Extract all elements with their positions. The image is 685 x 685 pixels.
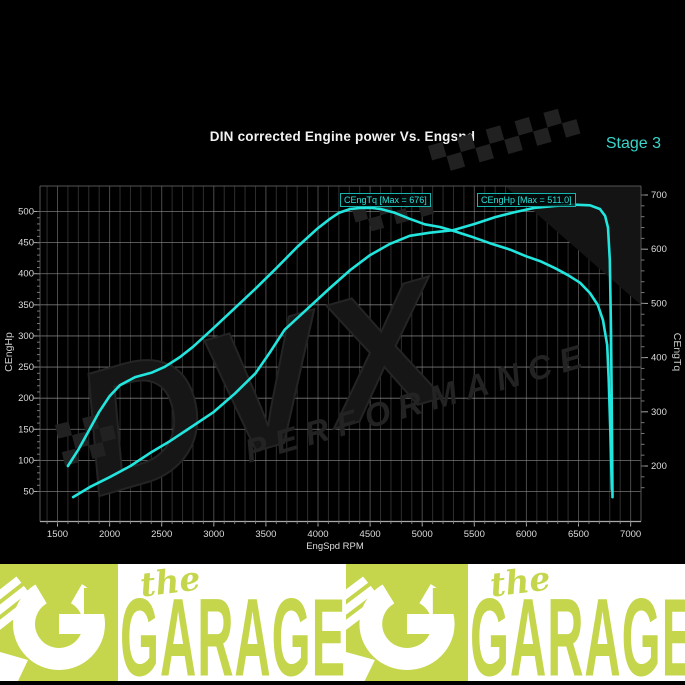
footer-banner: the GARAGE the GARAGE: [0, 564, 685, 685]
g-wrench-icon: [346, 574, 456, 681]
svg-text:6000: 6000: [516, 529, 537, 540]
dyno-chart: DIN corrected Engine power Vs. Engspd St…: [3, 108, 683, 552]
brand-garage: GARAGE: [470, 577, 685, 681]
curve-CEngHp: [71, 203, 614, 499]
svg-text:4000: 4000: [307, 529, 328, 540]
svg-text:CEngTq: CEngTq: [671, 333, 683, 372]
svg-text:400: 400: [651, 353, 667, 364]
svg-text:CEngHp: CEngHp: [3, 332, 15, 372]
svg-text:2500: 2500: [151, 529, 172, 540]
svg-text:400: 400: [18, 269, 34, 280]
svg-text:3000: 3000: [203, 529, 224, 540]
svg-text:5500: 5500: [464, 529, 485, 540]
svg-text:450: 450: [18, 238, 34, 249]
svg-text:2000: 2000: [99, 529, 120, 540]
power-max-annotation: CEngHp [Max = 511.0]: [477, 193, 576, 207]
svg-text:6500: 6500: [568, 529, 589, 540]
svg-text:200: 200: [18, 393, 34, 404]
garage-logo-badge: [346, 564, 468, 681]
stage-badge: Stage 3: [605, 135, 661, 152]
checkered-flag-watermark: [427, 108, 581, 171]
chart-title: DIN corrected Engine power Vs. Engspd: [209, 129, 476, 144]
svg-text:500: 500: [651, 298, 667, 309]
svg-text:7000: 7000: [620, 529, 641, 540]
torque-max-annotation: CEngTq [Max = 676]: [340, 193, 431, 207]
axes: 1500 2000 2500 3000 3500 4000 4500 5000 5500 6000…: [3, 185, 683, 552]
svg-text:700: 700: [651, 190, 667, 201]
svg-text:1500: 1500: [47, 529, 68, 540]
brand-garage: GARAGE: [120, 577, 346, 681]
brand-wordmark: the GARAGE: [468, 564, 685, 681]
grid: [40, 186, 641, 522]
svg-text:500: 500: [18, 207, 34, 218]
svg-text:300: 300: [18, 331, 34, 342]
g-wrench-icon: [0, 574, 106, 681]
curves: [66, 203, 614, 499]
checkered-flag-watermark: [55, 414, 117, 466]
svg-text:250: 250: [18, 362, 34, 373]
curve-CEngTq: [66, 206, 614, 492]
svg-text:EngSpd RPM: EngSpd RPM: [306, 541, 364, 552]
garage-logo-badge: [0, 564, 118, 681]
svg-text:150: 150: [18, 424, 34, 435]
svg-text:100: 100: [18, 455, 34, 466]
svg-text:600: 600: [651, 244, 667, 255]
svg-text:350: 350: [18, 300, 34, 311]
svg-text:200: 200: [651, 461, 667, 472]
svg-text:50: 50: [23, 487, 34, 498]
svg-text:3500: 3500: [255, 529, 276, 540]
svg-text:5000: 5000: [412, 529, 433, 540]
svg-text:4500: 4500: [360, 529, 381, 540]
brand-wordmark: the GARAGE: [118, 564, 346, 681]
svg-text:300: 300: [651, 407, 667, 418]
